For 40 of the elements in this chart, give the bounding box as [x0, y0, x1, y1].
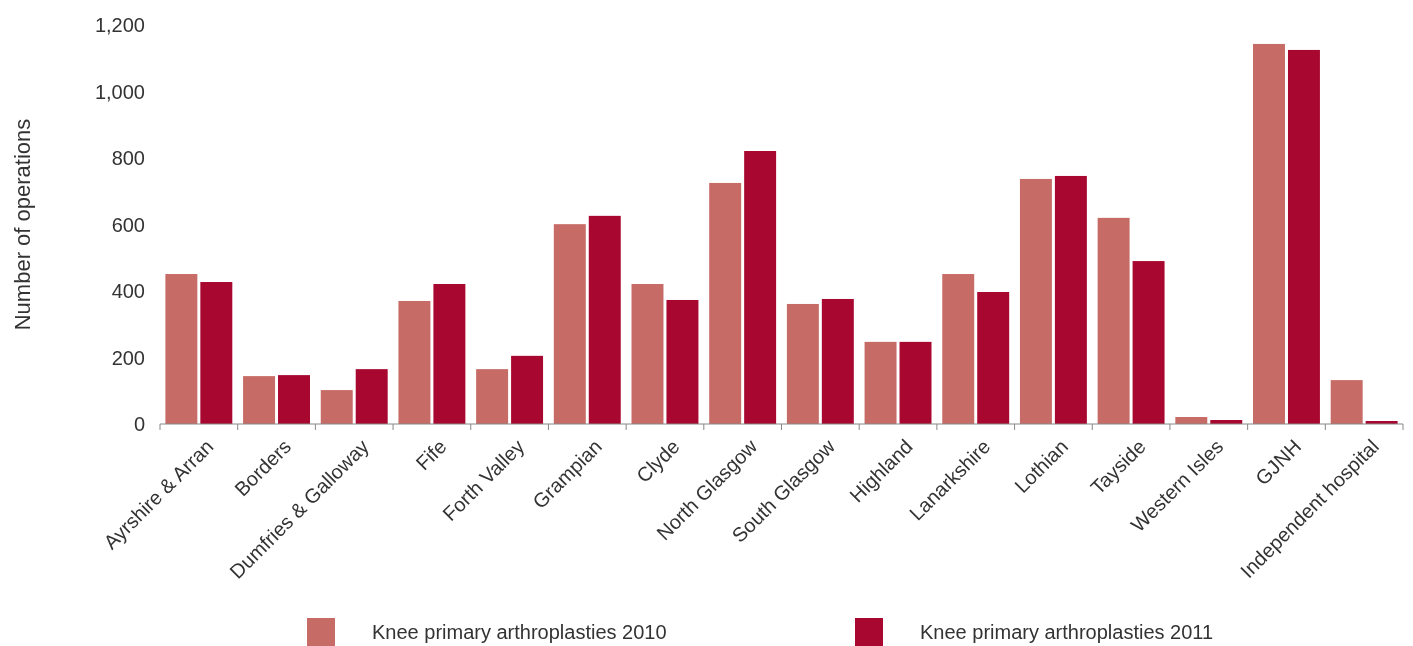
- bar: [433, 284, 466, 424]
- bar: [1054, 175, 1087, 424]
- bar: [977, 292, 1010, 424]
- legend-label: Knee primary arthroplasties 2011: [920, 621, 1214, 643]
- x-tick-label: Fife: [411, 435, 451, 475]
- bar: [1019, 178, 1052, 424]
- y-tick-label: 200: [111, 346, 145, 369]
- bar: [278, 375, 310, 424]
- bar: [355, 369, 388, 424]
- bar: [165, 274, 198, 424]
- y-tick-label: 600: [111, 213, 145, 236]
- bar: [588, 215, 621, 424]
- bar: [1330, 380, 1363, 424]
- y-tick-label: 1,200: [94, 14, 145, 36]
- legend-label: Knee primary arthroplasties 2010: [372, 621, 667, 643]
- bar: [709, 182, 742, 424]
- y-tick-label: 800: [111, 147, 145, 169]
- bar: [243, 376, 276, 424]
- bar: [744, 151, 777, 424]
- bar: [511, 355, 544, 424]
- bar: [200, 282, 233, 424]
- y-axis-title: Number of operations: [10, 118, 35, 331]
- y-tick-label: 0: [133, 413, 145, 435]
- y-tick-label: 400: [111, 280, 145, 302]
- bar: [1097, 217, 1130, 424]
- bar: [821, 298, 854, 424]
- bar: [320, 390, 353, 424]
- bar: [553, 224, 586, 424]
- bar: [398, 300, 431, 424]
- bar: [666, 299, 699, 424]
- bar: [476, 369, 509, 424]
- bar: [1132, 261, 1165, 424]
- bar: [942, 274, 975, 424]
- bar: [899, 341, 932, 424]
- bar: [631, 284, 664, 424]
- y-tick-label: 1,000: [94, 80, 145, 103]
- bar: [1253, 43, 1285, 424]
- bar: [786, 303, 819, 424]
- bar: [864, 341, 897, 424]
- bar: [1287, 49, 1320, 424]
